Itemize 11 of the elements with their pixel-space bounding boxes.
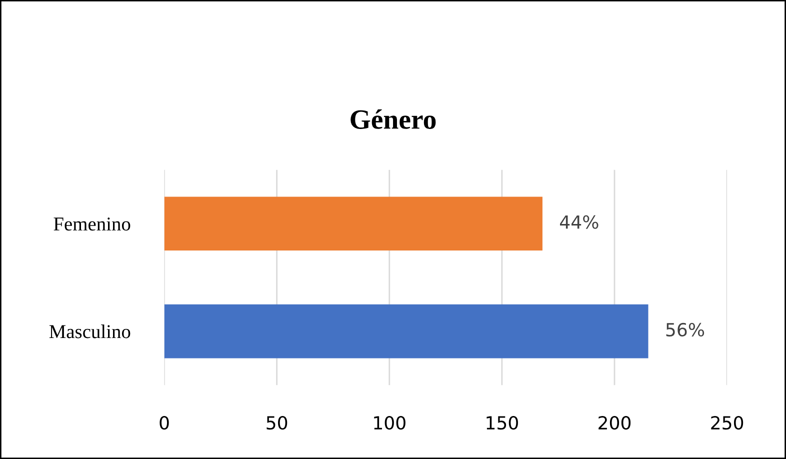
annotation: 44%	[560, 215, 598, 229]
chart-title: Género	[350, 109, 436, 129]
annotation: 56%	[666, 322, 704, 337]
y-tick-label: Masculino	[49, 324, 130, 338]
x-tick-label: 100	[374, 416, 406, 430]
x-tick-label: 50	[266, 416, 288, 430]
x-tick-label: 0	[160, 416, 169, 430]
x-tick-label: 250	[711, 416, 744, 430]
x-tick-label: 150	[486, 416, 518, 430]
y-tick-label: Femenino	[54, 218, 130, 231]
x-tick-label: 200	[598, 416, 631, 430]
